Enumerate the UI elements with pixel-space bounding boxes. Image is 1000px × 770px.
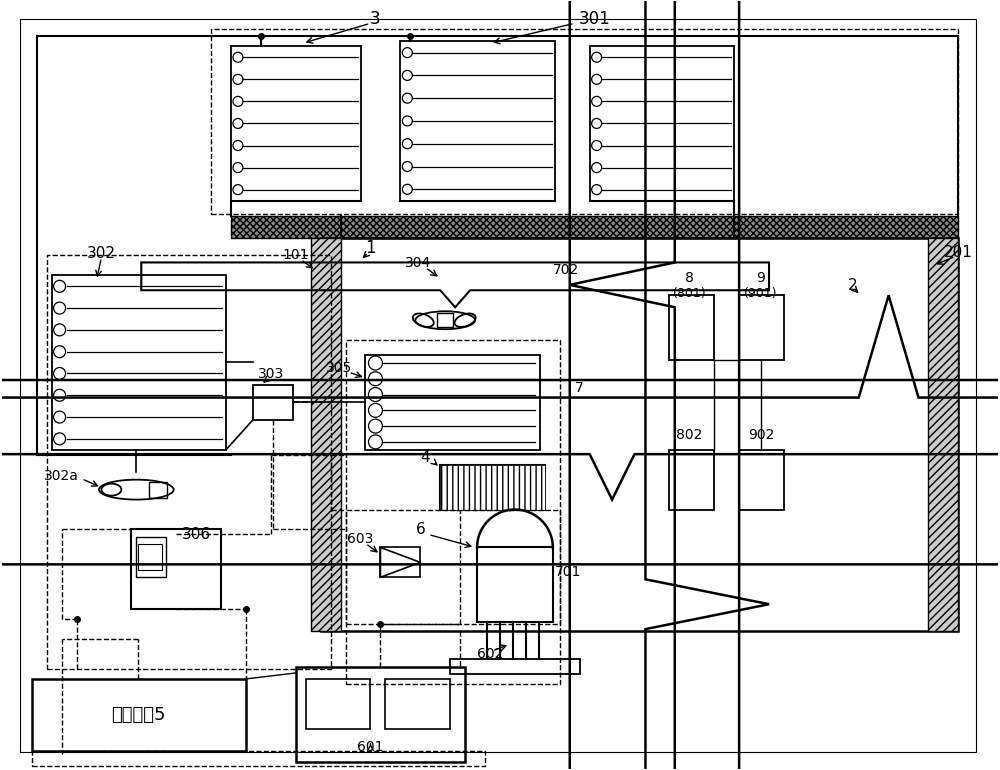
Bar [739,450,784,510]
Bar [669,296,714,360]
Polygon shape [380,547,420,578]
Bar [32,679,246,751]
Text: 主控制器5: 主控制器5 [111,706,166,724]
Text: 6: 6 [415,522,425,537]
Text: 302: 302 [87,246,116,261]
Bar [590,46,734,201]
Bar [400,42,555,201]
Text: 7: 7 [575,381,584,395]
Text: 302a: 302a [44,469,79,483]
Text: 3: 3 [370,10,381,28]
Text: 101: 101 [282,249,309,263]
Text: 4: 4 [420,450,430,465]
Text: 304: 304 [405,256,431,270]
Bar [306,679,370,728]
Bar [138,544,162,571]
Bar [477,547,553,622]
Bar [928,237,958,631]
Bar [131,530,221,609]
Text: 603: 603 [347,532,374,547]
Bar [253,385,293,420]
Text: (901): (901) [744,287,778,300]
Text: 802: 802 [676,428,703,442]
Bar [437,313,453,327]
Text: 301: 301 [579,10,611,28]
Text: 306: 306 [182,527,211,542]
Bar [346,510,560,684]
Bar [296,667,465,762]
Text: 602: 602 [477,647,503,661]
Text: 601: 601 [357,740,384,754]
Text: (801): (801) [673,287,706,300]
Bar [52,276,226,450]
Bar [311,237,341,631]
Bar [231,216,958,237]
Bar [739,296,784,360]
Text: 9: 9 [757,271,765,286]
Text: 2: 2 [848,278,858,293]
Text: 902: 902 [748,428,774,442]
Bar [440,465,545,510]
Bar [385,679,450,728]
Bar [321,237,958,631]
Bar [211,29,958,213]
Bar [136,537,166,578]
Bar [440,465,545,510]
Bar [149,482,167,497]
Text: 201: 201 [944,245,973,260]
Text: 702: 702 [553,263,579,277]
Bar [450,659,580,674]
Text: 1: 1 [365,239,376,257]
Bar [47,256,331,669]
Bar [32,751,485,765]
Bar [231,46,361,201]
Text: 305: 305 [325,361,352,375]
Bar [669,450,714,510]
Text: 303: 303 [258,367,284,381]
Text: 701: 701 [555,565,581,579]
Bar [346,340,560,624]
Bar [380,547,420,578]
Bar [365,355,540,450]
Text: 8: 8 [685,271,694,286]
